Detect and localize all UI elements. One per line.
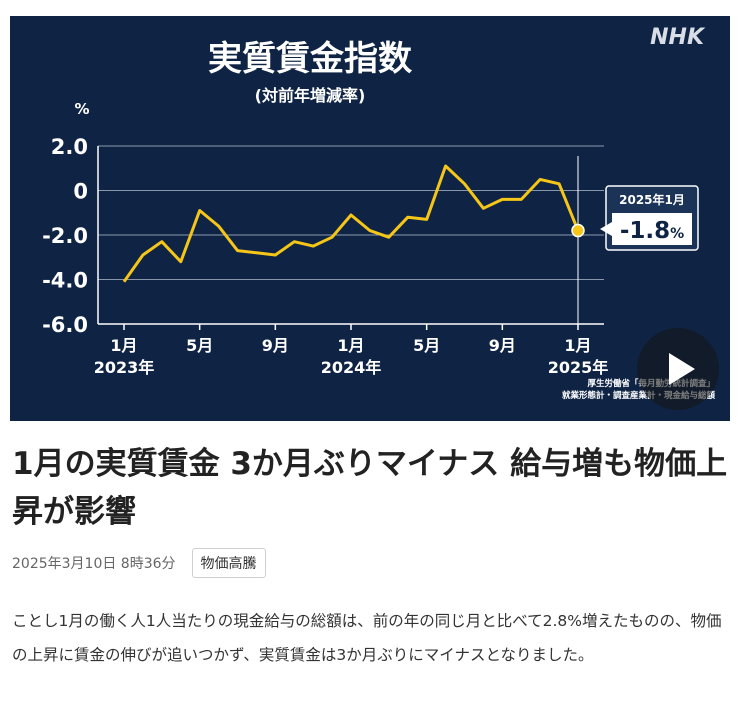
callout-pointer bbox=[600, 222, 612, 236]
latest-data-point bbox=[571, 223, 585, 238]
y-axis-unit: % bbox=[74, 100, 89, 118]
x-tick-label: 5月 bbox=[413, 336, 440, 355]
x-year-label: 2025年 bbox=[548, 358, 609, 377]
article-body: ことし1月の働く人1人当たりの現金給与の総額は、前の年の同じ月と比べて2.8%増… bbox=[12, 612, 722, 664]
play-icon bbox=[669, 353, 695, 385]
y-tick-label: 2.0 bbox=[51, 135, 88, 159]
y-tick-label: 0 bbox=[73, 180, 88, 204]
article-title: 1月の実質賃金 3か月ぶりマイナス 給与増も物価上昇が影響 bbox=[12, 446, 728, 530]
x-tick-label: 9月 bbox=[262, 336, 289, 355]
chart-subtitle: (対前年増減率) bbox=[255, 86, 366, 105]
nhk-logo: NHK bbox=[650, 25, 706, 50]
callout-label: 2025年1月 bbox=[619, 192, 685, 207]
x-tick-label: 9月 bbox=[489, 336, 516, 355]
y-tick-label: -2.0 bbox=[42, 224, 88, 248]
callout-value-bg bbox=[612, 213, 692, 245]
source-line-2: 就業形態計・調査産業計・現金給与総額 bbox=[562, 390, 716, 401]
chart-title: 実質賃金指数 bbox=[208, 39, 412, 79]
video-player[interactable]: NHK 実質賃金指数 (対前年増減率) % 2.0 0 -2.0 -4.0 -6.0 1月… bbox=[10, 16, 730, 421]
x-tick-label: 5月 bbox=[186, 336, 213, 355]
x-year-label: 2023年 bbox=[94, 358, 155, 377]
play-button[interactable] bbox=[637, 328, 719, 410]
callout-value: -1.8% bbox=[620, 218, 684, 244]
x-tick-label: 1月 bbox=[564, 336, 591, 355]
x-year-label: 2024年 bbox=[321, 358, 382, 377]
article-meta: 2025年3月10日 8時36分 物価高騰 bbox=[12, 548, 266, 578]
series-line-real-wage bbox=[122, 164, 580, 283]
x-tick-label: 1月 bbox=[110, 336, 137, 355]
y-tick-label: -6.0 bbox=[42, 313, 88, 337]
publish-date: 2025年3月10日 8時36分 bbox=[12, 556, 176, 572]
topic-tag[interactable]: 物価高騰 bbox=[191, 548, 266, 578]
x-tick-label: 1月 bbox=[337, 336, 364, 355]
y-tick-label: -4.0 bbox=[42, 269, 88, 293]
real-wage-chart: NHK 実質賃金指数 (対前年増減率) % 2.0 0 -2.0 -4.0 -6.0 1月… bbox=[42, 25, 716, 401]
